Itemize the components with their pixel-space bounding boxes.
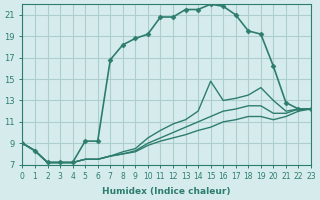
X-axis label: Humidex (Indice chaleur): Humidex (Indice chaleur) [102,187,231,196]
